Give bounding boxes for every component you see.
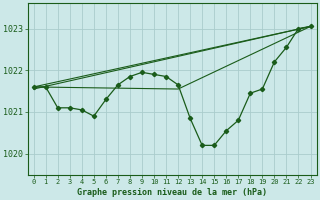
X-axis label: Graphe pression niveau de la mer (hPa): Graphe pression niveau de la mer (hPa) (77, 188, 267, 197)
